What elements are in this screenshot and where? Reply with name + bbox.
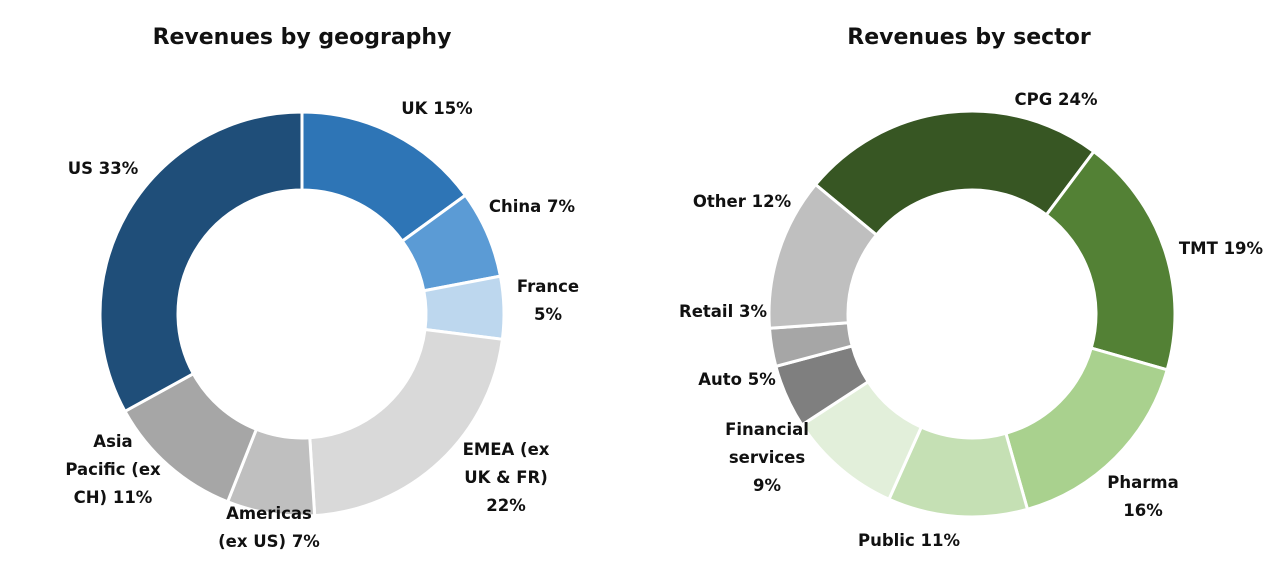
geography-slices bbox=[98, 110, 506, 518]
sector-label-public: Public 11% bbox=[858, 531, 960, 550]
sector-label-line: services bbox=[729, 448, 806, 467]
sector-label-line: Auto 5% bbox=[698, 370, 776, 389]
geography-label-line: Americas bbox=[226, 504, 312, 523]
sector-chart-title: Revenues by sector bbox=[847, 25, 1091, 50]
sector-label-tmt: TMT 19% bbox=[1179, 239, 1264, 258]
sector-label-line: CPG 24% bbox=[1015, 90, 1098, 109]
geography-label-line: 22% bbox=[486, 496, 526, 515]
geography-label-line: Asia bbox=[93, 432, 132, 451]
geography-labels: UK 15% China 7% France 5% EMEA (ex UK & FR) 22… bbox=[65, 99, 579, 551]
sector-label-financial-services: Financial services 9% bbox=[725, 420, 809, 495]
geography-label-line: France bbox=[517, 277, 579, 296]
sector-label-auto: Auto 5% bbox=[698, 370, 776, 389]
sector-donut-chart: Revenues by sector CPG 24% TMT 19% Pharma 1… bbox=[679, 25, 1264, 550]
geography-label-line: China 7% bbox=[489, 197, 576, 216]
sector-label-cpg: CPG 24% bbox=[1015, 90, 1098, 109]
sector-label-line: Financial bbox=[725, 420, 809, 439]
geography-label-americas-ex-us: Americas (ex US) 7% bbox=[218, 504, 320, 551]
sector-label-line: Public 11% bbox=[858, 531, 960, 550]
geography-label-line: (ex US) 7% bbox=[218, 532, 320, 551]
sector-label-line: Pharma bbox=[1107, 473, 1178, 492]
geography-slice-us bbox=[98, 110, 304, 414]
geography-label-line: Pacific (ex bbox=[65, 460, 161, 479]
sector-slices bbox=[767, 109, 1177, 519]
geography-label-asia-pacific-ex-ch: Asia Pacific (ex CH) 11% bbox=[65, 432, 161, 507]
geography-label-line: UK 15% bbox=[401, 99, 473, 118]
geography-label-china: China 7% bbox=[489, 197, 576, 216]
geography-label-line: CH) 11% bbox=[74, 488, 153, 507]
sector-labels: CPG 24% TMT 19% Pharma 16% Public 11% Financi… bbox=[679, 90, 1264, 550]
sector-label-line: 16% bbox=[1123, 501, 1163, 520]
sector-slice-cpg bbox=[813, 109, 1096, 238]
sector-label-line: TMT 19% bbox=[1179, 239, 1264, 258]
geography-donut-chart: Revenues by geography UK 15% China 7% Fran… bbox=[65, 25, 579, 551]
geography-label-line: EMEA (ex bbox=[463, 440, 550, 459]
geography-label-us: US 33% bbox=[68, 159, 139, 178]
sector-label-retail: Retail 3% bbox=[679, 302, 767, 321]
geography-label-uk: UK 15% bbox=[401, 99, 473, 118]
geography-label-line: 5% bbox=[534, 305, 562, 324]
geography-chart-title: Revenues by geography bbox=[153, 25, 452, 50]
sector-label-line: 9% bbox=[753, 476, 781, 495]
sector-label-line: Retail 3% bbox=[679, 302, 767, 321]
geography-label-emea-ex-uk-fr: EMEA (ex UK & FR) 22% bbox=[463, 440, 550, 515]
geography-slice-emea-ex-uk-fr bbox=[308, 327, 505, 518]
geography-label-line: US 33% bbox=[68, 159, 139, 178]
sector-label-pharma: Pharma 16% bbox=[1107, 473, 1178, 520]
sector-slice-other bbox=[767, 182, 879, 330]
geography-label-line: UK & FR) bbox=[464, 468, 548, 487]
sector-label-line: Other 12% bbox=[693, 192, 792, 211]
geography-label-france: France 5% bbox=[517, 277, 579, 324]
sector-label-other: Other 12% bbox=[693, 192, 792, 211]
